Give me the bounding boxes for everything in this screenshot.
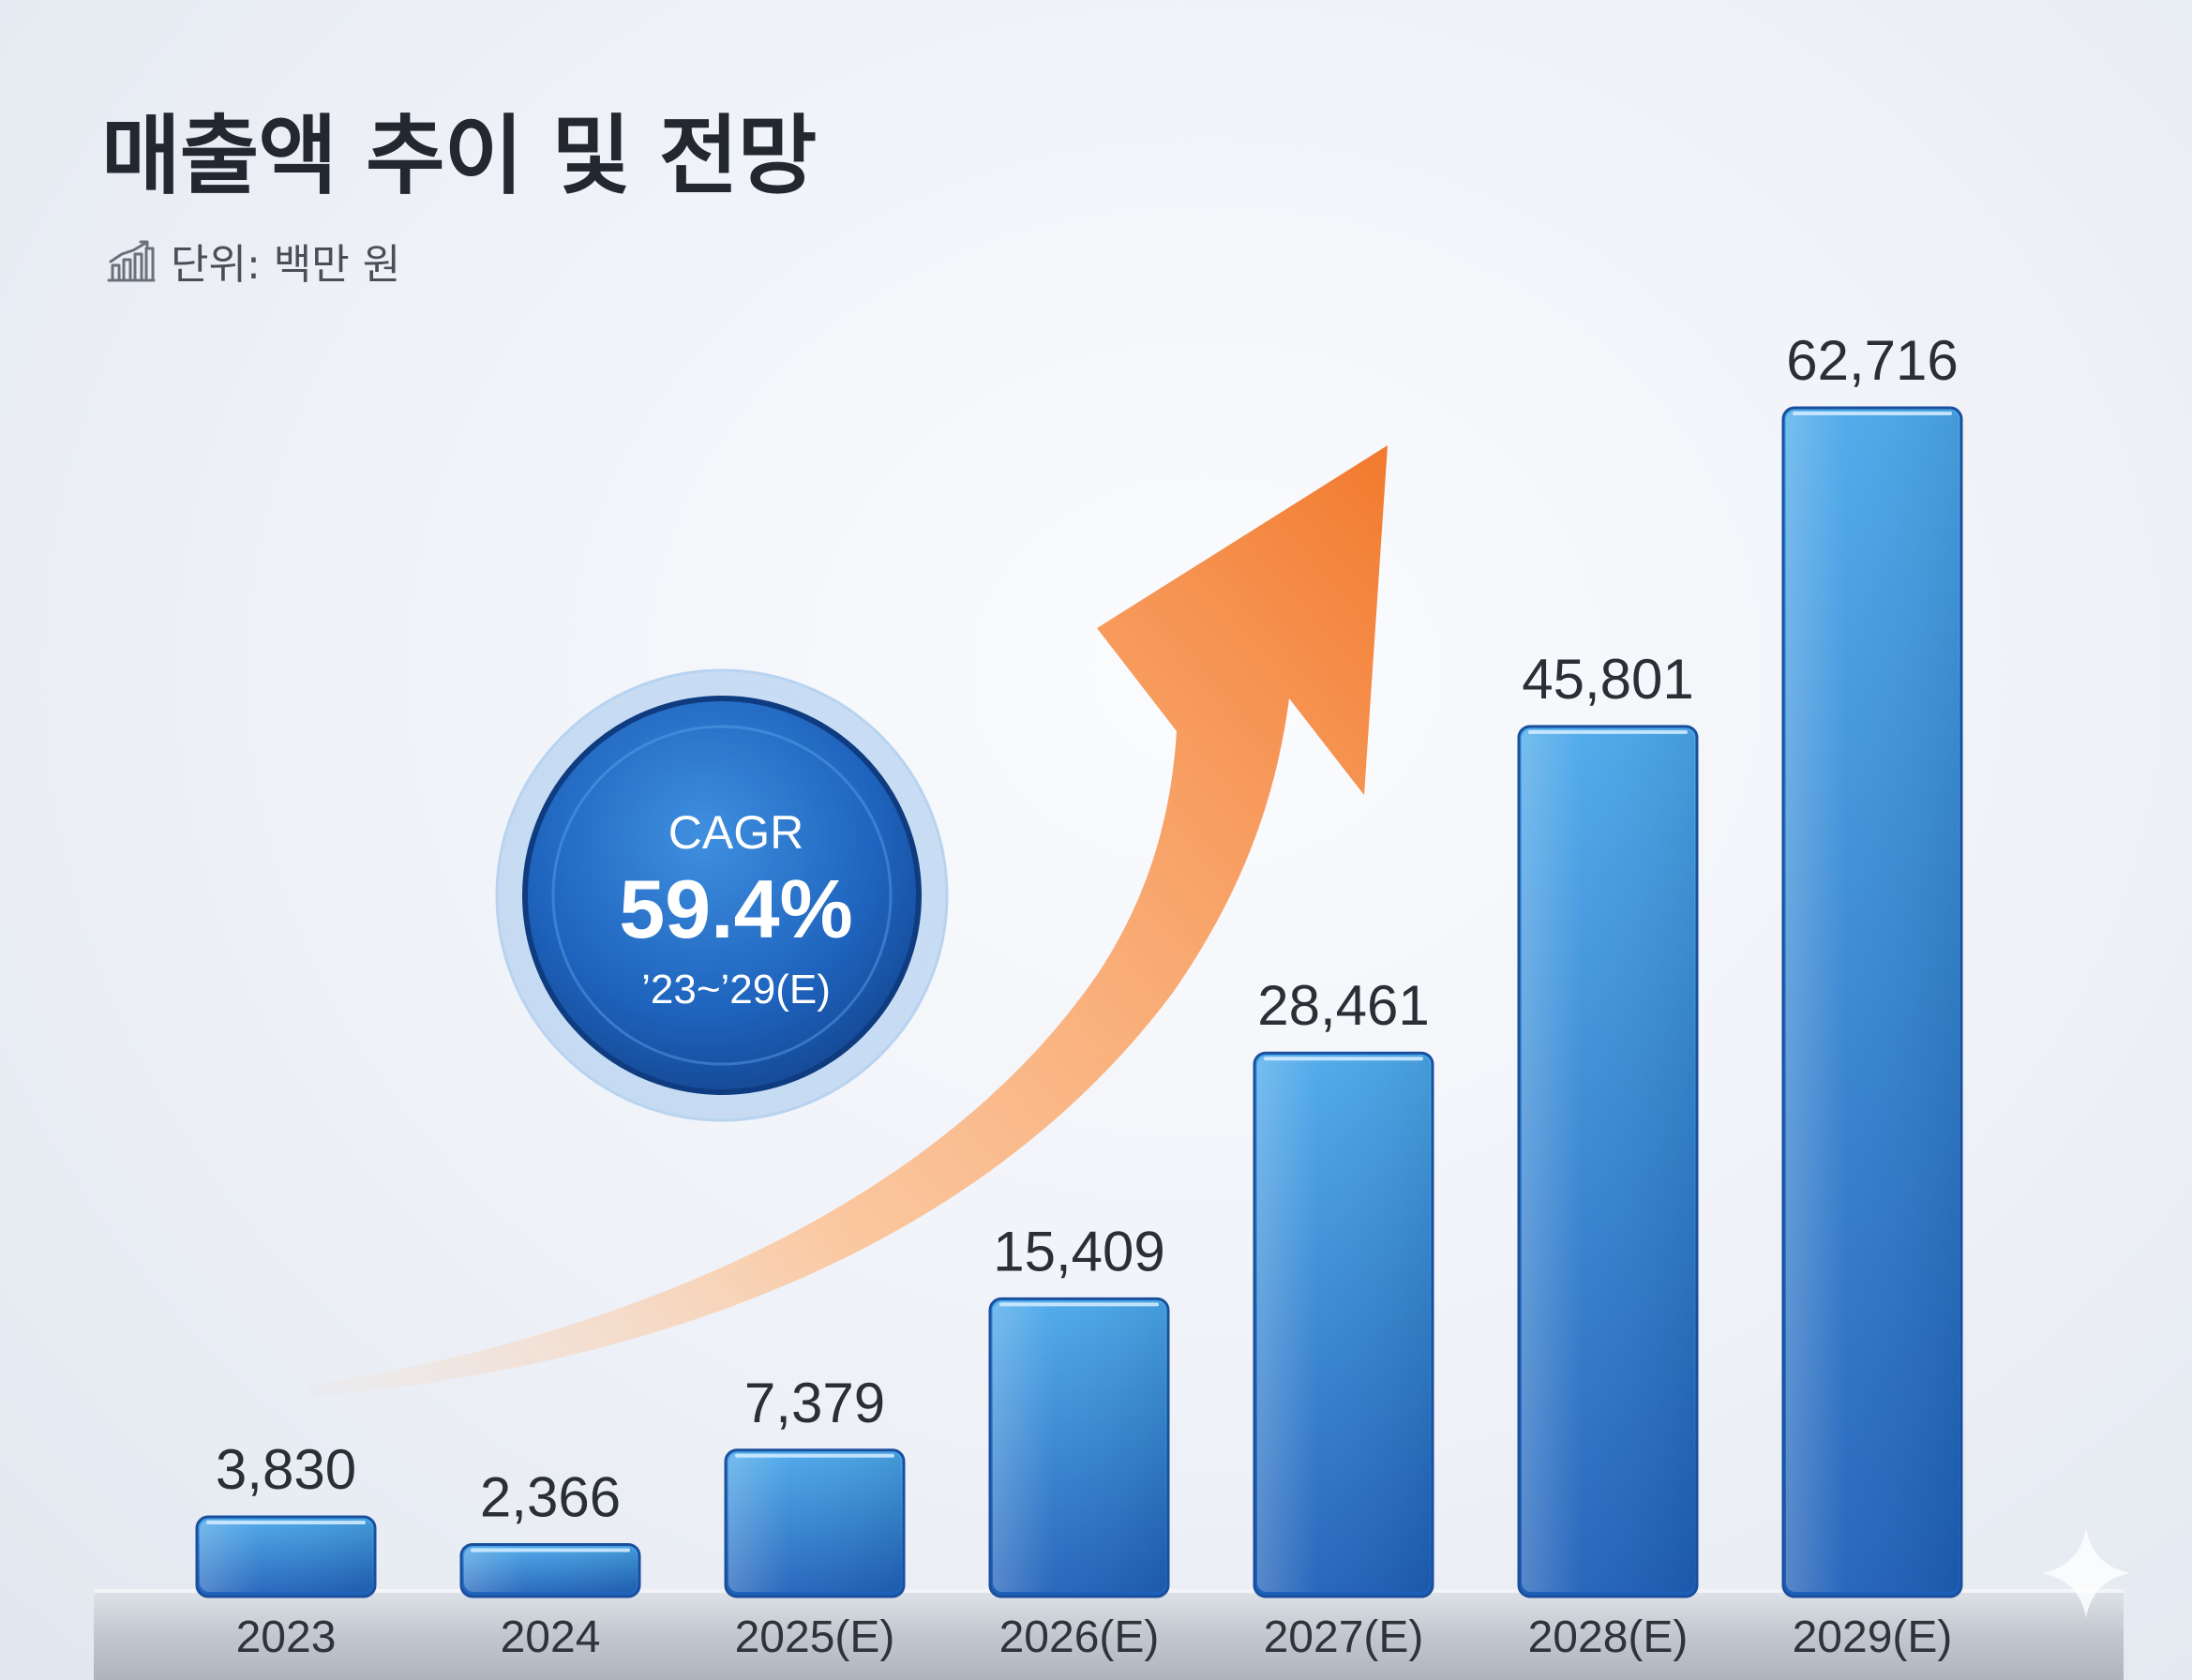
chart-baseline xyxy=(94,1589,2124,1680)
value-label-2: 7,379 xyxy=(744,1372,885,1434)
cagr-label: CAGR xyxy=(668,806,803,859)
bar-shine-0 xyxy=(200,1520,372,1592)
bar-highlight-1 xyxy=(471,1548,630,1552)
sparkle-icon xyxy=(2042,1528,2130,1618)
bar-highlight-6 xyxy=(1793,412,1952,415)
bar-highlight-5 xyxy=(1528,729,1688,734)
bar-highlight-3 xyxy=(999,1302,1159,1307)
bar-shine-3 xyxy=(993,1301,1165,1592)
cagr-value: 59.4% xyxy=(619,862,853,955)
bar-shine-2 xyxy=(728,1452,901,1592)
growth-arrow xyxy=(309,445,1388,1397)
value-label-3: 15,409 xyxy=(993,1220,1165,1282)
cagr-period: ’23~’29(E) xyxy=(641,967,831,1012)
category-label-3: 2026(E) xyxy=(999,1612,1160,1662)
category-label-5: 2028(E) xyxy=(1528,1612,1689,1662)
category-label-0: 2023 xyxy=(236,1612,337,1662)
chart-icon xyxy=(105,237,158,284)
category-label-6: 2029(E) xyxy=(1793,1612,1953,1662)
bar-shine-6 xyxy=(1786,411,1959,1592)
value-label-4: 28,461 xyxy=(1257,974,1430,1037)
value-label-6: 62,716 xyxy=(1786,329,1959,392)
bar-shine-1 xyxy=(464,1547,637,1592)
category-label-2: 2025(E) xyxy=(735,1612,895,1662)
bar-highlight-4 xyxy=(1264,1057,1423,1061)
unit-label-group: 단위: 백만 원 xyxy=(105,231,400,291)
value-label-5: 45,801 xyxy=(1522,648,1694,711)
bar-shine-5 xyxy=(1522,728,1694,1592)
chart-title: 매출액 추이 및 전망 xyxy=(101,106,817,206)
unit-label: 단위: 백만 원 xyxy=(171,241,401,289)
category-label-4: 2027(E) xyxy=(1264,1612,1424,1662)
value-label-1: 2,366 xyxy=(480,1465,621,1528)
bar-highlight-2 xyxy=(735,1453,894,1458)
bar-highlight-0 xyxy=(206,1521,366,1525)
value-label-0: 3,830 xyxy=(216,1438,356,1501)
bar-shine-4 xyxy=(1257,1056,1430,1592)
category-label-1: 2024 xyxy=(501,1612,601,1662)
cagr-badge: CAGR 59.4% ’23~’29(E) xyxy=(495,668,949,1122)
